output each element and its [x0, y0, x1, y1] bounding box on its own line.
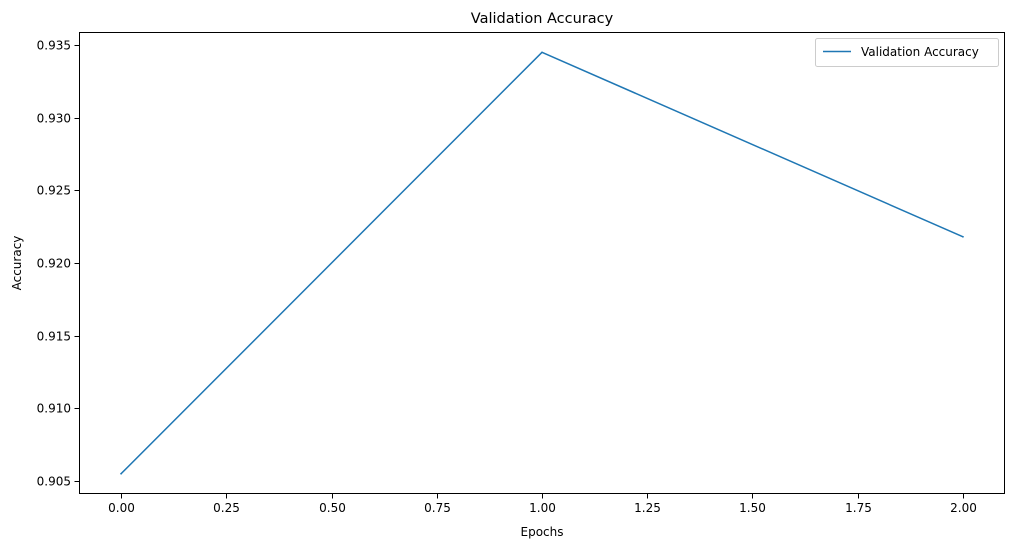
- x-tick-label: 2.00: [950, 501, 977, 515]
- y-tick-label: 0.915: [37, 330, 71, 344]
- y-tick-label: 0.920: [37, 257, 71, 271]
- chart-title: Validation Accuracy: [471, 11, 614, 27]
- legend-entry-label: Validation Accuracy: [861, 45, 979, 59]
- data-point: [541, 51, 543, 54]
- x-tick-label: 0.50: [319, 501, 346, 515]
- x-tick-label: 1.75: [845, 501, 872, 515]
- x-tick-label: 0.00: [108, 501, 135, 515]
- data-point: [962, 236, 964, 238]
- x-tick-label: 1.25: [634, 501, 661, 515]
- x-axis-ticks: 0.00 0.25 0.50 0.75 1.00 1.25 1.50 1.75 2.00: [108, 494, 977, 515]
- y-tick-label: 0.935: [37, 39, 71, 53]
- axes-frame: [79, 32, 1005, 494]
- series-layer: [120, 51, 964, 475]
- x-axis-label: Epochs: [521, 525, 564, 539]
- y-axis-label: Accuracy: [10, 236, 24, 291]
- y-tick-label: 0.910: [37, 402, 71, 416]
- data-point: [120, 472, 122, 475]
- x-tick-label: 0.25: [213, 501, 240, 515]
- legend: Validation Accuracy: [815, 38, 999, 67]
- x-tick-label: 0.75: [424, 501, 451, 515]
- y-axis-ticks: 0.905 0.910 0.915 0.920 0.925 0.930 0.935: [37, 39, 79, 489]
- x-tick-label: 1.00: [529, 501, 556, 515]
- y-tick-label: 0.925: [37, 184, 71, 198]
- plot-area: [79, 32, 1005, 494]
- y-tick-label: 0.905: [37, 475, 71, 489]
- y-tick-label: 0.930: [37, 112, 71, 126]
- x-tick-label: 1.50: [739, 501, 766, 515]
- legend-box: [815, 38, 999, 67]
